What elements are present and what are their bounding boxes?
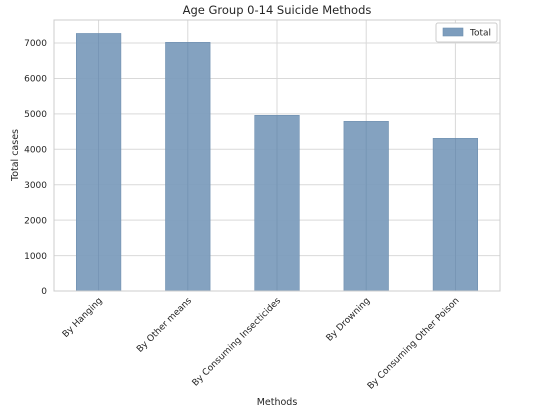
legend: Total — [435, 22, 498, 43]
y-tick-label: 7000 — [24, 39, 47, 49]
legend-label: Total — [469, 29, 491, 39]
legend-swatch — [442, 27, 464, 37]
chart-title: Age Group 0-14 Suicide Methods — [183, 3, 372, 17]
plot-frame — [53, 19, 501, 292]
y-tick-label: 4000 — [24, 146, 47, 156]
y-tick-label: 6000 — [24, 75, 47, 85]
y-axis-label: Total cases — [10, 129, 21, 182]
x-axis-label: Methods — [257, 397, 298, 408]
y-tick-label: 0 — [41, 287, 47, 297]
y-tick-label: 3000 — [24, 181, 47, 191]
bars — [76, 33, 479, 292]
y-tick-labels: 0 1000 2000 3000 4000 5000 6000 7000 — [24, 39, 47, 297]
y-tick-label: 5000 — [24, 110, 47, 120]
y-tick-label: 2000 — [24, 216, 47, 226]
y-tick-label: 1000 — [24, 252, 47, 262]
